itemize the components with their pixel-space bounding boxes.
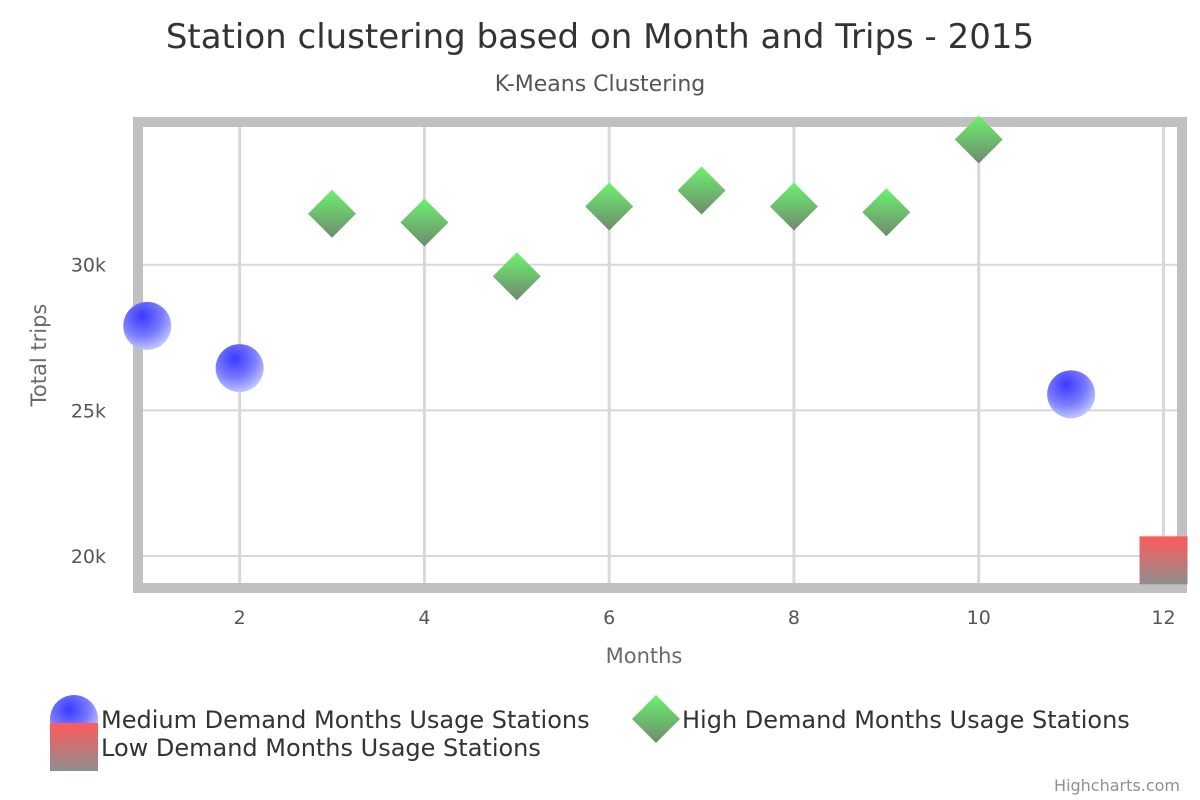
data-point-diamond [769, 182, 818, 231]
data-point-diamond [492, 252, 541, 301]
x-tick-label: 12 [1151, 607, 1175, 629]
data-point-circle [123, 301, 172, 350]
legend-marker-square [50, 723, 98, 771]
legend-item[interactable]: High Demand Months Usage Stations [632, 695, 1130, 743]
data-point-diamond [862, 188, 911, 237]
x-tick-label: 10 [967, 607, 991, 629]
grid [138, 122, 1182, 588]
x-tick-label: 4 [418, 607, 430, 629]
y-tick-label: 30k [71, 255, 106, 277]
x-tick-label: 8 [788, 607, 800, 629]
data-points [123, 115, 1188, 585]
legend-marker-diamond [632, 695, 680, 743]
x-tick-label: 2 [234, 607, 246, 629]
y-tick-label: 25k [71, 400, 106, 422]
legend-label: Medium Demand Months Usage Stations [101, 706, 590, 734]
data-point-diamond [585, 182, 634, 231]
data-point-diamond [954, 115, 1003, 164]
data-point-diamond [400, 198, 449, 247]
x-axis-title: Months [606, 644, 683, 668]
data-point-square [1139, 536, 1188, 585]
y-tick-label: 20k [71, 546, 106, 568]
legend-label: High Demand Months Usage Stations [682, 706, 1130, 734]
legend: Medium Demand Months Usage Stations High … [50, 695, 1130, 771]
legend-item[interactable]: Low Demand Months Usage Stations [50, 723, 541, 771]
credits-link[interactable]: Highcharts.com [1054, 776, 1180, 795]
plot-border [133, 117, 1187, 593]
data-point-circle [1047, 370, 1096, 419]
x-tick-label: 6 [603, 607, 615, 629]
chart-subtitle: K-Means Clustering [495, 72, 706, 97]
axis-ticks: 20k 25k 30k 2 4 6 8 10 12 [71, 255, 1176, 629]
data-point-circle [215, 344, 264, 393]
legend-label: Low Demand Months Usage Stations [101, 734, 541, 762]
chart-title: Station clustering based on Month and Tr… [166, 17, 1034, 57]
data-point-diamond [677, 166, 726, 215]
y-axis-title: Total trips [27, 304, 51, 408]
data-point-diamond [308, 189, 357, 238]
